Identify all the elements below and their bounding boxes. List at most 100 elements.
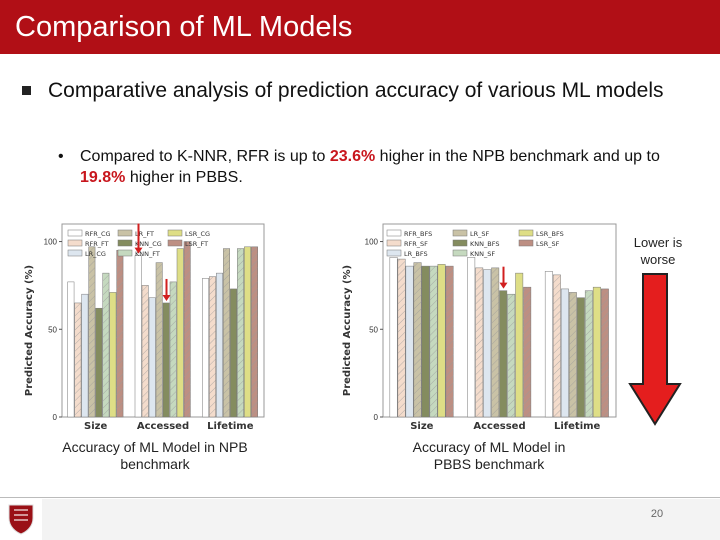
npb-bar-lr-cg-lifetime — [216, 272, 223, 418]
pbbs-legend-label-lsr-bfs: LSR_BFS — [536, 230, 564, 238]
npb-bar-hatch-knn-ft-lifetime — [237, 248, 244, 417]
npb-ytick-label-0: 0 — [53, 413, 58, 422]
pbbs-bar-lsr-bfs-size — [437, 264, 446, 418]
pbbs-bar-hatch-knn-sf-lifetime — [585, 290, 593, 417]
pbbs-legend-swatch-knn-bfs — [452, 239, 468, 247]
npb-bar-hatch-knn-ft-accessed — [170, 281, 177, 417]
pbbs-legend-swatch-lr-sf — [452, 229, 468, 237]
npb-bar-lsr-cg-accessed — [176, 248, 184, 418]
npb-legend-label-knn-cg: KNN_CG — [135, 240, 162, 248]
pbbs-xtick-label-lifetime: Lifetime — [554, 421, 601, 432]
npb-bar-hatch-lsr-ft-lifetime — [251, 246, 258, 417]
pbbs-bar-rfr-bfs-lifetime — [544, 271, 553, 418]
npb-legend-label-lsr-cg: LSR_CG — [185, 230, 210, 238]
pbbs-bar-hatch-knn-sf-size — [429, 266, 438, 417]
pbbs-bar-knn-bfs-size — [421, 265, 430, 418]
npb-highlight-arrow-rfr-cg — [134, 223, 143, 254]
pbbs-bar-hatch-lsr-sf-size — [445, 266, 454, 417]
npb-bar-lr-cg-accessed — [148, 297, 156, 418]
sub-bullet-text: Compared to K-NNR, RFR is up to 23.6% hi… — [80, 146, 698, 188]
pbbs-ytick-label-100: 100 — [365, 238, 379, 247]
npb-legend-swatch-lr-cg — [67, 249, 83, 257]
lower-is-worse-label: Lower is worse — [633, 235, 683, 267]
pbbs-legend-label-rfr-bfs: RFR_BFS — [404, 230, 432, 238]
npb-bar-hatch-lsr-ft-size — [116, 250, 124, 417]
pbbs-bar-hatch-lsr-sf-accessed — [523, 287, 531, 417]
footer-divider — [0, 497, 720, 498]
npb-ylabel: Predicted Accuracy (%) — [24, 265, 35, 396]
npb-bar-lr-cg-size — [81, 293, 89, 418]
pbbs-bar-hatch-lsr-sf-lifetime — [601, 288, 609, 417]
page-number: 20 — [650, 508, 664, 520]
sub-bullet-part3: higher in PBBS. — [125, 169, 243, 186]
pbbs-highlight-arrow-knn-bfs — [499, 266, 508, 289]
npb-bar-lsr-cg-size — [109, 292, 117, 418]
npb-bar-rfr-cg-lifetime — [202, 278, 209, 418]
npb-bar-knn-cg-lifetime — [230, 288, 237, 418]
main-bullet: Comparative analysis of prediction accur… — [22, 78, 702, 104]
pbbs-legend-swatch-lsr-sf — [518, 239, 534, 247]
npb-legend-label-knn-ft: KNN_FT — [135, 250, 160, 258]
npb-legend-label-lsr-ft: LSR_FT — [185, 240, 208, 248]
npb-bar-hatch-rfr-ft-accessed — [142, 285, 149, 417]
pbbs-ytick-label-0: 0 — [374, 413, 379, 422]
npb-bar-hatch-lr-ft-size — [88, 246, 96, 417]
university-shield-icon — [8, 504, 34, 535]
pbbs-bar-hatch-lr-sf-lifetime — [569, 292, 577, 417]
npb-bar-hatch-lr-ft-lifetime — [223, 248, 230, 417]
pbbs-legend-label-lr-bfs: LR_BFS — [404, 250, 428, 258]
npb-bar-hatch-lr-ft-accessed — [156, 262, 163, 417]
pbbs-legend-swatch-knn-sf — [452, 249, 468, 257]
npb-chart-caption: Accuracy of ML Model in NPB benchmark — [62, 439, 248, 472]
pbbs-bar-hatch-rfr-sf-lifetime — [553, 274, 561, 417]
sub-bullet-part2: higher in the NPB benchmark and up to — [375, 148, 660, 165]
pbbs-bar-rfr-bfs-accessed — [467, 257, 476, 418]
pbbs-ytick-label-50: 50 — [369, 325, 378, 334]
npb-legend-label-rfr-ft: RFR_FT — [85, 240, 109, 248]
npb-ytick-label-50: 50 — [48, 325, 57, 334]
npb-legend-swatch-knn-ft — [117, 249, 133, 257]
npb-legend-swatch-lr-ft — [117, 229, 133, 237]
pbbs-bar-lr-bfs-lifetime — [560, 288, 569, 418]
main-bullet-text: Comparative analysis of prediction accur… — [48, 79, 664, 102]
npb-improvement-value: 23.6% — [329, 148, 376, 165]
npb-bar-hatch-lsr-ft-accessed — [184, 241, 191, 417]
npb-bar-hatch-rfr-ft-lifetime — [209, 276, 216, 417]
npb-bar-rfr-cg-accessed — [134, 255, 142, 418]
npb-bar-hatch-knn-ft-size — [102, 273, 110, 417]
pbbs-legend-swatch-rfr-sf — [386, 239, 402, 247]
npb-accuracy-chart: 0 50 100 Predicted Accuracy (%) Size Accessed… — [24, 223, 265, 432]
npb-bar-knn-cg-accessed — [162, 302, 170, 418]
npb-legend-label-lr-cg: LR_CG — [85, 250, 106, 258]
pbbs-bar-lsr-bfs-accessed — [515, 272, 524, 418]
pbbs-accuracy-chart: 0 50 100 Predicted Accuracy (%) Size Accessed… — [342, 223, 617, 432]
sub-bullet-part1: Compared to K-NNR, RFR is up to — [80, 148, 330, 165]
pbbs-bar-lr-bfs-accessed — [483, 269, 492, 418]
sub-bullet-marker: • — [58, 148, 64, 165]
pbbs-xtick-label-size: Size — [410, 421, 433, 432]
pbbs-bar-rfr-bfs-size — [389, 257, 398, 418]
square-bullet-icon — [22, 86, 31, 95]
npb-bar-knn-cg-size — [95, 307, 103, 418]
npb-xtick-label-lifetime: Lifetime — [207, 421, 254, 432]
pbbs-bar-lsr-bfs-lifetime — [592, 286, 601, 418]
pbbs-bar-hatch-lr-sf-accessed — [491, 267, 499, 417]
pbbs-bar-hatch-rfr-sf-size — [397, 259, 406, 417]
pbbs-bar-hatch-knn-sf-accessed — [507, 294, 515, 417]
npb-bar-lsr-cg-lifetime — [244, 246, 251, 418]
npb-bar-hatch-rfr-ft-size — [74, 302, 82, 417]
pbbs-chart-caption: Accuracy of ML Model in PBBS benchmark — [412, 439, 566, 472]
pbbs-legend-swatch-lsr-bfs — [518, 229, 534, 237]
npb-legend-swatch-lsr-cg — [167, 229, 183, 237]
pbbs-bar-knn-bfs-accessed — [499, 290, 508, 418]
npb-ytick-label-100: 100 — [44, 238, 58, 247]
npb-legend-swatch-lsr-ft — [167, 239, 183, 247]
npb-highlight-arrow-knn-cg — [162, 278, 171, 301]
pbbs-bar-hatch-rfr-sf-accessed — [475, 267, 483, 417]
npb-xtick-label-size: Size — [84, 421, 107, 432]
footer-bar — [42, 499, 720, 540]
pbbs-legend-label-lsr-sf: LSR_SF — [536, 240, 560, 248]
title-bar: Comparison of ML Models — [0, 0, 720, 54]
npb-legend-swatch-rfr-ft — [67, 239, 83, 247]
npb-xtick-label-accessed: Accessed — [137, 421, 189, 432]
